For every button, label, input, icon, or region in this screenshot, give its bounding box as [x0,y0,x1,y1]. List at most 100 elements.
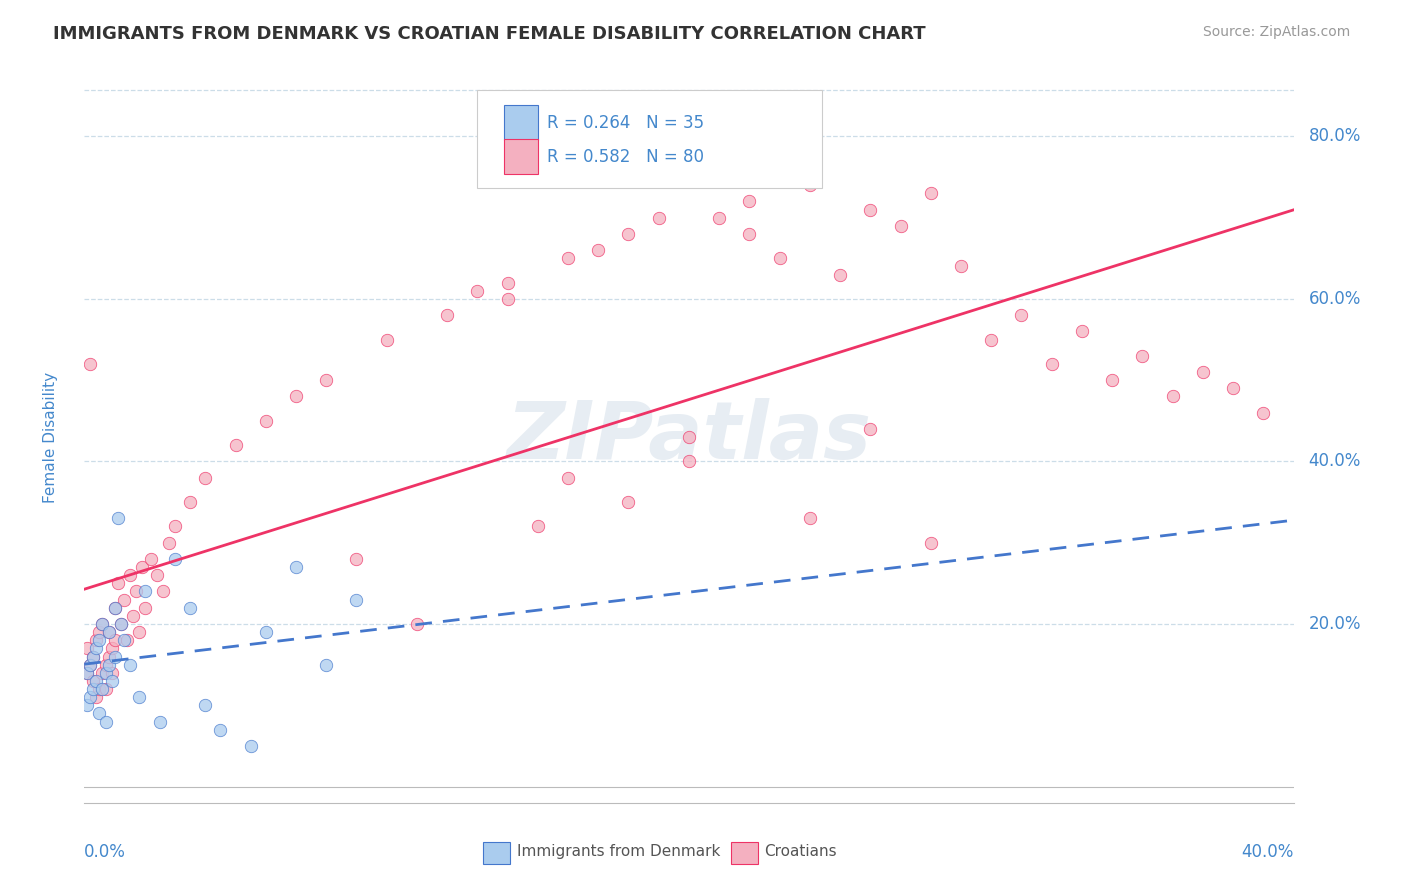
Point [110,617,132,632]
Text: 40.0%: 40.0% [1309,452,1361,470]
Point [165,519,187,533]
Point [194,698,217,713]
Point [315,373,337,387]
Point [1101,373,1123,387]
Point [104,633,127,648]
Point [709,211,731,225]
Point [152,584,174,599]
Point [91,617,114,632]
Point [134,600,156,615]
Point [112,633,135,648]
Point [346,552,368,566]
Point [225,438,247,452]
Point [1011,308,1033,322]
Point [104,600,127,615]
Text: 80.0%: 80.0% [1309,128,1361,145]
Point [112,592,135,607]
Point [94,665,117,680]
Point [89,633,111,648]
Point [91,681,114,696]
Point [617,227,640,241]
Point [76,665,98,680]
Point [467,284,489,298]
Point [436,308,458,322]
Point [980,333,1002,347]
Point [79,657,101,672]
Point [557,471,579,485]
Point [799,178,821,193]
Text: Croatians: Croatians [763,845,837,859]
Point [617,495,640,509]
Point [1040,357,1063,371]
Point [97,657,120,672]
Point [125,584,148,599]
Point [121,608,143,623]
Point [1222,381,1244,395]
Point [830,268,852,282]
Point [165,552,187,566]
Point [76,641,98,656]
Bar [731,841,758,863]
Point [104,649,127,664]
Point [859,202,882,217]
Point [859,422,882,436]
Point [1253,406,1275,420]
Point [738,227,761,241]
Point [107,576,129,591]
Point [254,414,277,428]
Point [769,252,792,266]
Text: Immigrants from Denmark: Immigrants from Denmark [517,845,721,859]
Point [118,657,141,672]
Point [82,681,104,696]
Bar [503,105,538,140]
Point [375,333,398,347]
Point [149,714,172,729]
Text: 0.0%: 0.0% [84,843,127,861]
Point [118,568,141,582]
Point [104,600,127,615]
Point [738,194,761,209]
Point [79,690,101,705]
Text: R = 0.264   N = 35: R = 0.264 N = 35 [547,113,704,131]
Point [115,633,138,648]
Point [94,714,117,729]
Point [94,657,117,672]
Point [179,600,201,615]
Point [588,243,610,257]
Bar [503,139,538,175]
Point [94,681,117,696]
Point [89,625,111,640]
Point [76,698,98,713]
Point [79,657,101,672]
Point [496,276,519,290]
Point [76,665,98,680]
Point [100,665,122,680]
Point [128,625,150,640]
Point [254,625,277,640]
Point [1192,365,1215,379]
Point [285,560,308,574]
Point [89,681,111,696]
Point [100,641,122,656]
Point [128,690,150,705]
Point [1071,325,1094,339]
Point [100,673,122,688]
Point [86,673,108,688]
Point [920,535,942,549]
Point [950,260,973,274]
Point [194,471,217,485]
Point [97,625,120,640]
Point [1161,389,1184,403]
Text: ZIPatlas: ZIPatlas [506,398,872,476]
Point [557,252,579,266]
Text: IMMIGRANTS FROM DENMARK VS CROATIAN FEMALE DISABILITY CORRELATION CHART: IMMIGRANTS FROM DENMARK VS CROATIAN FEMA… [53,25,927,43]
Point [527,519,550,533]
Point [209,723,232,737]
Point [82,649,104,664]
Point [678,430,700,444]
Point [91,665,114,680]
Point [86,641,108,656]
Text: R = 0.582   N = 80: R = 0.582 N = 80 [547,148,704,166]
Point [1130,349,1153,363]
Point [890,219,912,233]
